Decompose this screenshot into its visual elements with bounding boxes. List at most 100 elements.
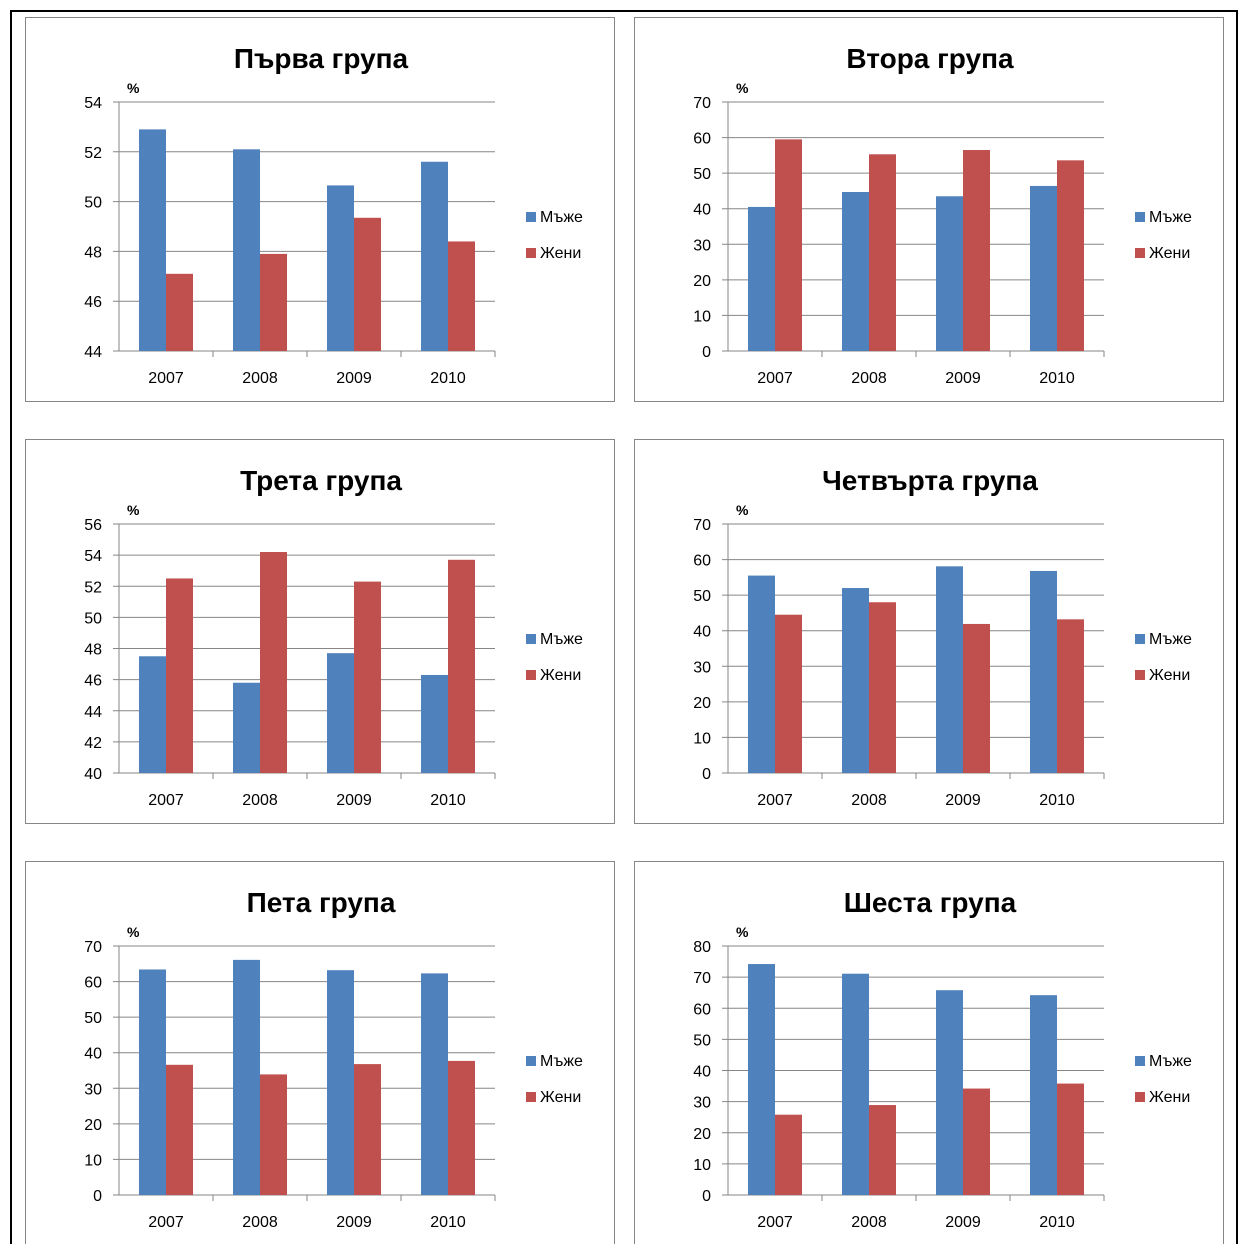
bar-women-2009	[963, 1088, 990, 1195]
y-tick-label: 20	[693, 273, 711, 290]
y-tick-label: 42	[84, 735, 102, 752]
y-tick-label: 50	[84, 1010, 102, 1027]
x-tick-label: 2009	[945, 1214, 981, 1231]
x-tick-label: 2007	[148, 792, 184, 809]
x-tick-label: 2009	[336, 370, 372, 387]
bar-women-2008	[869, 1105, 896, 1195]
y-tick-label: 20	[693, 1126, 711, 1143]
bar-men-2010	[421, 161, 448, 351]
chart-title: Първа група	[234, 43, 409, 74]
y-tick-label: 50	[84, 610, 102, 627]
bar-men-2008	[842, 588, 869, 773]
bar-women-2009	[963, 623, 990, 773]
bar-women-2010	[448, 1060, 475, 1195]
bar-women-2008	[260, 1074, 287, 1195]
y-tick-label: 54	[84, 548, 102, 565]
x-tick-label: 2008	[242, 1214, 278, 1231]
y-tick-label: 60	[693, 1001, 711, 1018]
bar-men-2010	[421, 973, 448, 1195]
legend-swatch-women	[526, 248, 536, 258]
x-tick-label: 2010	[430, 792, 466, 809]
x-tick-label: 2009	[945, 370, 981, 387]
chart-panel-third-group: Трета група% 40 42 44 46 48 50 52 54 56 2007 2008 20…	[25, 439, 615, 824]
bar-men-2008	[233, 149, 260, 351]
chart-title: Втора група	[846, 43, 1014, 74]
y-tick-label: 52	[84, 579, 102, 596]
y-tick-label: 70	[693, 517, 711, 534]
legend-label: Жени	[540, 245, 581, 262]
bar-men-2007	[748, 964, 775, 1195]
x-tick-label: 2008	[851, 370, 887, 387]
y-tick-label: 40	[693, 624, 711, 641]
legend-swatch-men	[1135, 1056, 1145, 1066]
x-tick-label: 2009	[945, 792, 981, 809]
legend-swatch-men	[1135, 634, 1145, 644]
y-tick-label: 10	[693, 1157, 711, 1174]
y-tick-label: 56	[84, 517, 102, 534]
chart-title: Четвърта група	[822, 465, 1038, 496]
legend-label: Мъже	[540, 209, 583, 226]
y-tick-label: 30	[693, 237, 711, 254]
bar-women-2010	[448, 559, 475, 773]
legend-label: Жени	[1149, 245, 1190, 262]
chart-title: Шеста група	[844, 887, 1017, 918]
y-tick-label: 54	[84, 95, 102, 112]
legend-swatch-men	[526, 634, 536, 644]
y-tick-label: 46	[84, 294, 102, 311]
x-tick-label: 2009	[336, 792, 372, 809]
chart-svg: Първа група% 44 46 48 50 52 54 2007 2008 2009 2010…	[84, 43, 583, 387]
x-tick-label: 2007	[148, 370, 184, 387]
legend-label: Мъже	[1149, 209, 1192, 226]
chart-svg: Трета група% 40 42 44 46 48 50 52 54 56 2007 2008 20…	[84, 465, 583, 809]
bar-women-2007	[775, 614, 802, 773]
legend-label: Жени	[1149, 667, 1190, 684]
bar-men-2007	[139, 129, 166, 351]
y-tick-label: 0	[702, 344, 711, 361]
chart-svg: Четвърта група% 0 10 20 30 40 50 60 70 2007 2008 20…	[693, 465, 1192, 809]
bar-men-2009	[936, 566, 963, 773]
legend-label: Жени	[540, 667, 581, 684]
bar-women-2010	[1057, 160, 1084, 351]
y-axis-label: %	[127, 80, 140, 96]
y-tick-label: 52	[84, 145, 102, 162]
page-frame	[10, 10, 1238, 1244]
y-tick-label: 40	[693, 202, 711, 219]
bar-women-2007	[775, 139, 802, 351]
chart-title: Трета група	[240, 465, 402, 496]
y-tick-label: 50	[693, 166, 711, 183]
y-axis-label: %	[736, 80, 749, 96]
x-tick-label: 2007	[757, 370, 793, 387]
y-axis-label: %	[736, 502, 749, 518]
legend-swatch-women	[526, 670, 536, 680]
legend-label: Мъже	[1149, 1053, 1192, 1070]
legend-label: Мъже	[1149, 631, 1192, 648]
chart-panel-second-group: Втора група% 0 10 20 30 40 50 60 70 2007 2008 2009 2…	[634, 17, 1224, 402]
y-tick-label: 70	[84, 939, 102, 956]
y-tick-label: 48	[84, 642, 102, 659]
bar-women-2009	[354, 581, 381, 773]
bar-women-2008	[869, 602, 896, 773]
chart-panel-fifth-group: Пета група% 0 10 20 30 40 50 60 70 2007 2008 2009 20…	[25, 861, 615, 1244]
bar-women-2008	[260, 253, 287, 351]
y-axis-label: %	[127, 502, 140, 518]
x-tick-label: 2008	[851, 792, 887, 809]
bar-women-2010	[448, 241, 475, 351]
bar-men-2008	[842, 973, 869, 1195]
y-axis-label: %	[736, 924, 749, 940]
y-tick-label: 70	[693, 970, 711, 987]
bar-women-2009	[963, 150, 990, 351]
legend-swatch-women	[1135, 1092, 1145, 1102]
x-tick-label: 2008	[242, 792, 278, 809]
y-tick-label: 50	[693, 588, 711, 605]
y-tick-label: 10	[84, 1152, 102, 1169]
bar-women-2007	[166, 273, 193, 351]
x-tick-label: 2007	[148, 1214, 184, 1231]
bar-women-2007	[166, 578, 193, 773]
y-tick-label: 30	[693, 1095, 711, 1112]
chart-panel-first-group: Първа група% 44 46 48 50 52 54 2007 2008 2009 2010…	[25, 17, 615, 402]
bar-women-2009	[354, 1064, 381, 1195]
y-tick-label: 40	[84, 1046, 102, 1063]
legend-swatch-women	[1135, 248, 1145, 258]
bar-women-2009	[354, 217, 381, 351]
bar-men-2010	[1030, 185, 1057, 351]
